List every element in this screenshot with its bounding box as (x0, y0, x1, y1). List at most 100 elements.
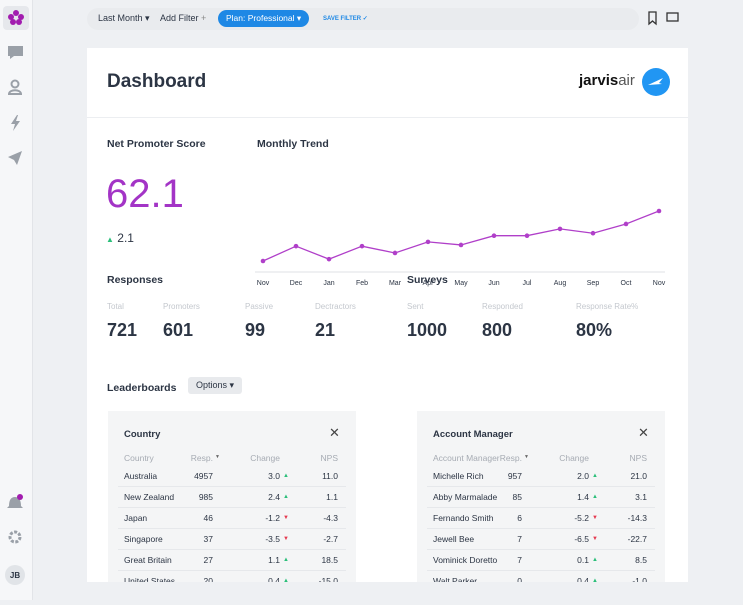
table-row: Walt Parker00.4▲-1.0 (427, 570, 655, 582)
display-icon[interactable] (667, 13, 678, 21)
stat-value: 80% (576, 320, 612, 341)
cell-name: Great Britain (124, 555, 172, 565)
month-label: Jul (523, 280, 532, 287)
period-filter[interactable]: Last Month ▾ (98, 13, 150, 24)
month-label: Jun (488, 280, 499, 287)
cell-change: 0.4 (268, 576, 280, 582)
brand: jarvisair (579, 72, 635, 89)
column-header: Country (124, 453, 154, 463)
sort-indicator: ▼ (215, 454, 220, 460)
responses-label: Responses (107, 274, 163, 286)
bolt-icon[interactable] (11, 115, 20, 131)
active-nav[interactable] (3, 6, 29, 30)
trend-point (360, 244, 365, 249)
leaderboard-table: Account Manager✕Account ManagerResp.Chan… (417, 411, 665, 582)
stat-value: 99 (245, 320, 265, 341)
stat-label: Sent (407, 302, 423, 311)
filter-bar: Last Month ▾ Add Filter + Plan: Professi… (87, 8, 639, 30)
trend-arrow: ▼ (283, 515, 289, 521)
stat-label: Promoters (163, 302, 200, 311)
trend-arrow: ▲ (283, 473, 289, 479)
stat-label: Total (107, 302, 124, 311)
table-title: Country (124, 429, 160, 440)
month-label: May (454, 280, 468, 287)
trend-point (591, 231, 596, 236)
save-filter-label: SAVE FILTER (323, 16, 361, 22)
stat-label: Response Rate% (576, 302, 638, 311)
column-header: Change (559, 453, 589, 463)
cell-name: United States (124, 576, 175, 582)
column-header: NPS (321, 453, 338, 463)
user-icon[interactable] (9, 81, 21, 95)
table-row: Jewell Bee7-6.5▼-22.7 (427, 528, 655, 550)
trend-arrow: ▲ (283, 557, 289, 563)
month-label: Sep (587, 280, 600, 287)
settings-icon[interactable] (10, 532, 20, 542)
table-row: Michelle Rich9572.0▲21.0 (427, 465, 655, 487)
cell-nps: -1.0 (632, 576, 647, 582)
cell-resp: 7 (517, 555, 522, 565)
cell-change: 0.1 (577, 555, 589, 565)
page-title: Dashboard (107, 71, 206, 93)
cell-change: 0.4 (577, 576, 589, 582)
column-header: Resp. (500, 453, 522, 463)
cell-name: Fernando Smith (433, 513, 493, 523)
stat-label: Responded (482, 302, 523, 311)
table-row: Fernando Smith 6 -5.2▼ -14.3 (427, 507, 655, 529)
add-filter[interactable]: Add Filter + (160, 13, 206, 23)
trend-arrow: ▲ (283, 578, 289, 582)
month-label: Dec (290, 280, 303, 287)
save-filter[interactable]: SAVE FILTER ✓ (323, 15, 368, 22)
month-label: Nov (653, 280, 666, 287)
trend-arrow: ▲ (592, 557, 598, 563)
cell-resp: 85 (513, 492, 522, 502)
leaderboards-label: Leaderboards (107, 382, 176, 394)
cell-change: 1.4 (577, 492, 589, 502)
cell-resp: 46 (204, 513, 213, 523)
cell-resp: 37 (204, 534, 213, 544)
table-title: Account Manager (433, 429, 513, 440)
stat-value: 800 (482, 320, 512, 341)
plan-chip[interactable]: Plan: Professional ▾ (218, 10, 309, 27)
cell-name: Singapore (124, 534, 163, 544)
trend-arrow: ▼ (592, 515, 598, 521)
column-header: NPS (630, 453, 647, 463)
cell-resp: 20 (204, 576, 213, 582)
trend-arrow: ▼ (283, 536, 289, 542)
cell-nps: 18.5 (321, 555, 338, 565)
trend-line (263, 211, 659, 261)
month-label: Mar (389, 280, 402, 287)
cell-name: Vominick Doretto (433, 555, 497, 565)
nps-label: Net Promoter Score (107, 138, 206, 150)
cell-name: Jewell Bee (433, 534, 474, 544)
cell-nps: -15.0 (319, 576, 338, 582)
column-header: Account Manager (433, 453, 500, 463)
cell-change: -5.2 (574, 513, 589, 523)
table-row: New Zealand9852.4▲1.1 (118, 486, 346, 508)
cell-resp: 6 (517, 513, 522, 523)
cell-name: Abby Marmalade (433, 492, 497, 502)
chat-icon[interactable] (8, 46, 23, 59)
column-header: Change (250, 453, 280, 463)
trend-point (327, 257, 332, 262)
cell-nps: -14.3 (628, 513, 647, 523)
options-label: Options (196, 380, 227, 390)
sidebar-icons: JB (0, 0, 32, 600)
close-button[interactable]: ✕ (638, 425, 649, 441)
cell-nps: -2.7 (323, 534, 338, 544)
trend-point (624, 222, 629, 227)
period-label: Last Month (98, 13, 143, 23)
notification-dot (17, 494, 23, 500)
close-button[interactable]: ✕ (329, 425, 340, 441)
options-button[interactable]: Options ▾ (188, 377, 242, 394)
cell-name: Japan (124, 513, 147, 523)
send-icon[interactable] (8, 151, 22, 165)
cell-resp: 27 (204, 555, 213, 565)
table-row: Singapore37-3.5▼-2.7 (118, 528, 346, 550)
cell-resp: 957 (508, 471, 522, 481)
brand-bold: jarvis (579, 72, 618, 89)
surveys-label: Surveys (407, 274, 448, 286)
cell-resp: 4957 (194, 471, 213, 481)
leaderboard-table: Country✕CountryResp.ChangeNPS▼Australia4… (108, 411, 356, 582)
bookmark-icon[interactable] (649, 12, 656, 24)
